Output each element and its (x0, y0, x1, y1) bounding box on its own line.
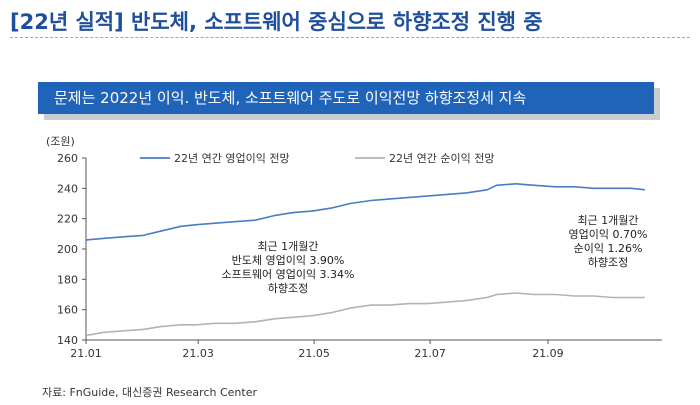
y-unit-label: (조원) (46, 135, 75, 148)
annotation-sector-line: 하향조정 (268, 281, 308, 295)
annotation-total-line: 순이익 1.26% (574, 242, 643, 255)
annotation-sector-line: 반도체 영업이익 3.90% (232, 254, 345, 267)
annotation-sector-line: 소프트웨어 영업이익 3.34% (221, 268, 354, 281)
series-line-net-profit (85, 292, 645, 337)
page-title: [22년 실적] 반도체, 소프트웨어 중심으로 하향조정 진행 중 (10, 10, 543, 34)
series-line-operating-profit (85, 183, 645, 241)
annotation-total-line: 최근 1개월간 (577, 214, 638, 227)
x-tick-label: 21.07 (414, 347, 446, 360)
x-tick-label: 21.09 (532, 347, 564, 360)
source-note: 자료: FnGuide, 대신증권 Research Center (42, 386, 257, 399)
title-divider (10, 37, 690, 38)
x-tick-label: 21.05 (298, 347, 330, 360)
y-tick-label: 220 (57, 213, 78, 226)
y-tick-label: 180 (57, 273, 78, 286)
legend-label-operating-profit: 22년 연간 영업이익 전망 (174, 152, 290, 165)
x-tick-label: 21.03 (182, 347, 214, 360)
x-tick-label: 21.01 (70, 347, 102, 360)
headline-banner: 문제는 2022년 이익. 반도체, 소프트웨어 주도로 이익전망 하향조정세 … (38, 82, 654, 114)
y-tick-label: 200 (57, 243, 78, 256)
y-tick-label: 160 (57, 304, 78, 317)
y-tick-label: 240 (57, 182, 78, 195)
y-tick-label: 140 (57, 334, 78, 347)
annotation-total-line: 영업이익 0.70% (569, 228, 648, 241)
annotation-sector-line: 최근 1개월간 (257, 240, 318, 253)
annotation-total-line: 하향조정 (588, 255, 628, 269)
y-tick-label: 260 (57, 152, 78, 165)
legend-label-net-profit: 22년 연간 순이익 전망 (389, 152, 494, 165)
